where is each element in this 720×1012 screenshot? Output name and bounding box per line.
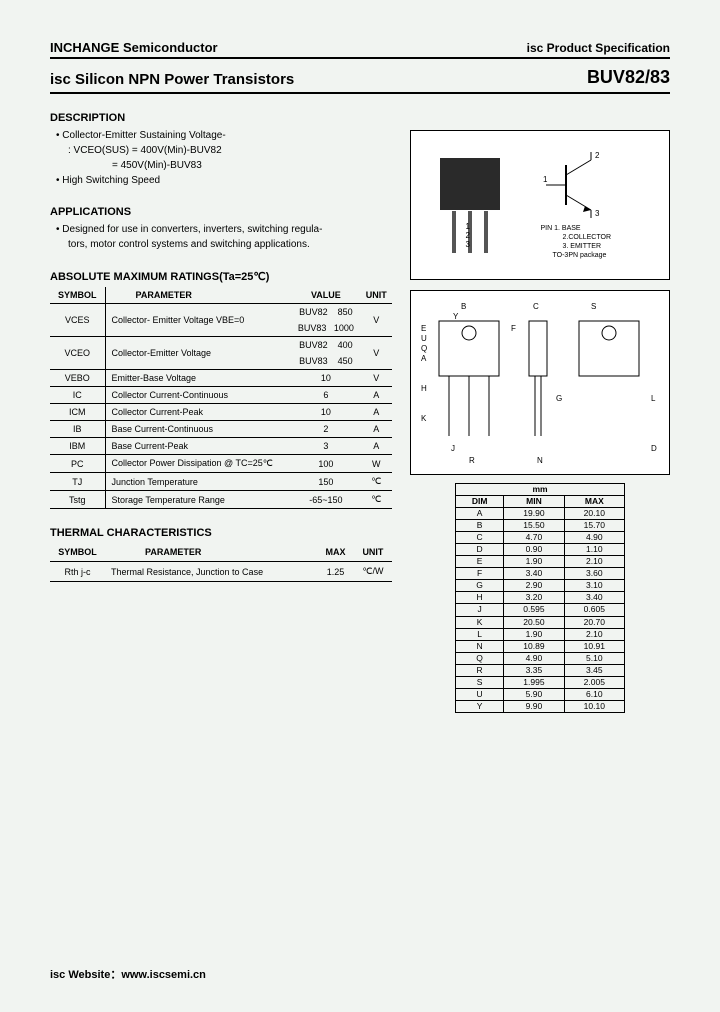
th-symbol: SYMBOL [50,543,105,562]
package-outline-icon: B Y C S U F Q A E H K G L J R N D [411,291,669,474]
applications-heading: APPLICATIONS [50,206,392,218]
th-max: MAX [317,543,354,562]
th-symbol: SYMBOL [50,287,105,304]
app-cont: tors, motor control systems and switchin… [50,237,392,252]
table-row: VEBOEmitter-Base Voltage10V [50,370,392,387]
table-row: VCES Collector- Emitter Voltage VBE=0 BU… [50,304,392,321]
table-row: PCCollector Power Dissipation @ TC=25℃10… [50,455,392,473]
dim-row: B15.5015.70 [456,520,625,532]
table-row: VCEO Collector-Emitter Voltage BUV82 400… [50,337,392,354]
part-number: BUV82/83 [587,67,670,88]
svg-text:R: R [469,456,475,465]
svg-text:L: L [651,394,656,403]
dim-row: N10.8910.91 [456,640,625,652]
dim-row: R3.353.45 [456,664,625,676]
right-column: 1 2 3 1 2 3 PIN 1. BASE 2.COL [410,94,670,713]
transistor-photo-box: 1 2 3 1 2 3 PIN 1. BASE 2.COL [410,130,670,280]
svg-text:F: F [511,324,516,333]
npn-symbol-icon: 1 2 3 [541,150,631,220]
svg-text:K: K [421,414,427,423]
dim-row: A19.9020.10 [456,508,625,520]
th-param: PARAMETER [105,287,291,304]
svg-text:A: A [421,354,427,363]
dim-row: J0.5950.605 [456,604,625,616]
table-row: TstgStorage Temperature Range-65~150℃ [50,491,392,509]
th-value: VALUE [291,287,360,304]
svg-text:E: E [421,324,426,333]
svg-text:B: B [461,302,466,311]
company-name: INCHANGE Semiconductor [50,40,218,55]
dim-row: K20.5020.70 [456,616,625,628]
desc-sub2: = 450V(Min)-BUV83 [50,158,392,173]
desc-item: Collector-Emitter Sustaining Voltage- [56,128,392,143]
dim-row: L1.902.10 [456,628,625,640]
svg-text:C: C [533,302,539,311]
ratings-heading: ABSOLUTE MAXIMUM RATINGS(Ta=25℃) [50,270,392,283]
svg-text:H: H [421,384,427,393]
package-drawing: B Y C S U F Q A E H K G L J R N D [410,290,670,475]
svg-text:1: 1 [543,175,548,184]
table-row: IBBase Current-Continuous2A [50,421,392,438]
ratings-table: SYMBOL PARAMETER VALUE UNIT VCES Collect… [50,287,392,509]
dim-row: Q4.905.10 [456,652,625,664]
dim-row: C4.704.90 [456,532,625,544]
page-header: INCHANGE Semiconductor isc Product Speci… [50,40,670,55]
table-row: ICMCollector Current-Peak10A [50,404,392,421]
app-item: Designed for use in converters, inverter… [56,222,392,237]
applications-list: Designed for use in converters, inverter… [50,222,392,237]
svg-text:G: G [556,394,562,403]
svg-text:J: J [451,444,455,453]
desc-sub1: : VCEO(SUS) = 400V(Min)-BUV82 [50,143,392,158]
header-rule [50,57,670,59]
dim-row: H3.203.40 [456,592,625,604]
svg-text:3: 3 [595,209,600,218]
table-row: TJJunction Temperature150℃ [50,473,392,491]
th-mm: mm [456,484,625,496]
pin-numbers: 1 2 3 [466,222,500,249]
desc-item: High Switching Speed [56,173,392,188]
svg-text:S: S [591,302,596,311]
dim-row: S1.9952.005 [456,676,625,688]
content-wrapper: DESCRIPTION Collector-Emitter Sustaining… [50,94,670,713]
description-list2: High Switching Speed [50,173,392,188]
th-unit: UNIT [354,543,392,562]
svg-text:N: N [537,456,543,465]
product-title: isc Silicon NPN Power Transistors [50,71,294,88]
svg-text:Q: Q [421,344,427,353]
svg-text:U: U [421,334,427,343]
dim-row: D0.901.10 [456,544,625,556]
left-column: DESCRIPTION Collector-Emitter Sustaining… [50,94,392,713]
description-heading: DESCRIPTION [50,112,392,124]
schematic-diagram: 1 2 3 PIN 1. BASE 2.COLLECTOR 3. EMITTER… [541,150,641,260]
pin-info: PIN 1. BASE 2.COLLECTOR 3. EMITTER TO-3P… [541,224,641,260]
dim-row: F3.403.60 [456,568,625,580]
spec-label: isc Product Specification [527,41,670,55]
th-unit: UNIT [361,287,392,304]
dim-row: Y9.9010.10 [456,700,625,712]
dim-row: E1.902.10 [456,556,625,568]
dim-row: U5.906.10 [456,688,625,700]
svg-text:2: 2 [595,151,600,160]
th-dim: DIM [456,496,504,508]
thermal-heading: THERMAL CHARACTERISTICS [50,527,392,539]
th-max: MAX [564,496,624,508]
svg-text:Y: Y [453,312,459,321]
dimensions-table: mm DIM MIN MAX A19.9020.10B15.5015.70C4.… [455,483,625,713]
table-row: ICCollector Current-Continuous6A [50,387,392,404]
thermal-table: SYMBOL PARAMETER MAX UNIT Rth j-c Therma… [50,543,392,582]
th-param: PARAMETER [105,543,317,562]
table-row: Rth j-c Thermal Resistance, Junction to … [50,562,392,582]
th-min: MIN [504,496,564,508]
dim-row: G2.903.10 [456,580,625,592]
title-row: isc Silicon NPN Power Transistors BUV82/… [50,67,670,88]
footer-website: isc Website：www.iscsemi.cn [50,966,206,982]
table-row: IBMBase Current-Peak3A [50,438,392,455]
description-list: Collector-Emitter Sustaining Voltage- [50,128,392,143]
svg-text:D: D [651,444,657,453]
